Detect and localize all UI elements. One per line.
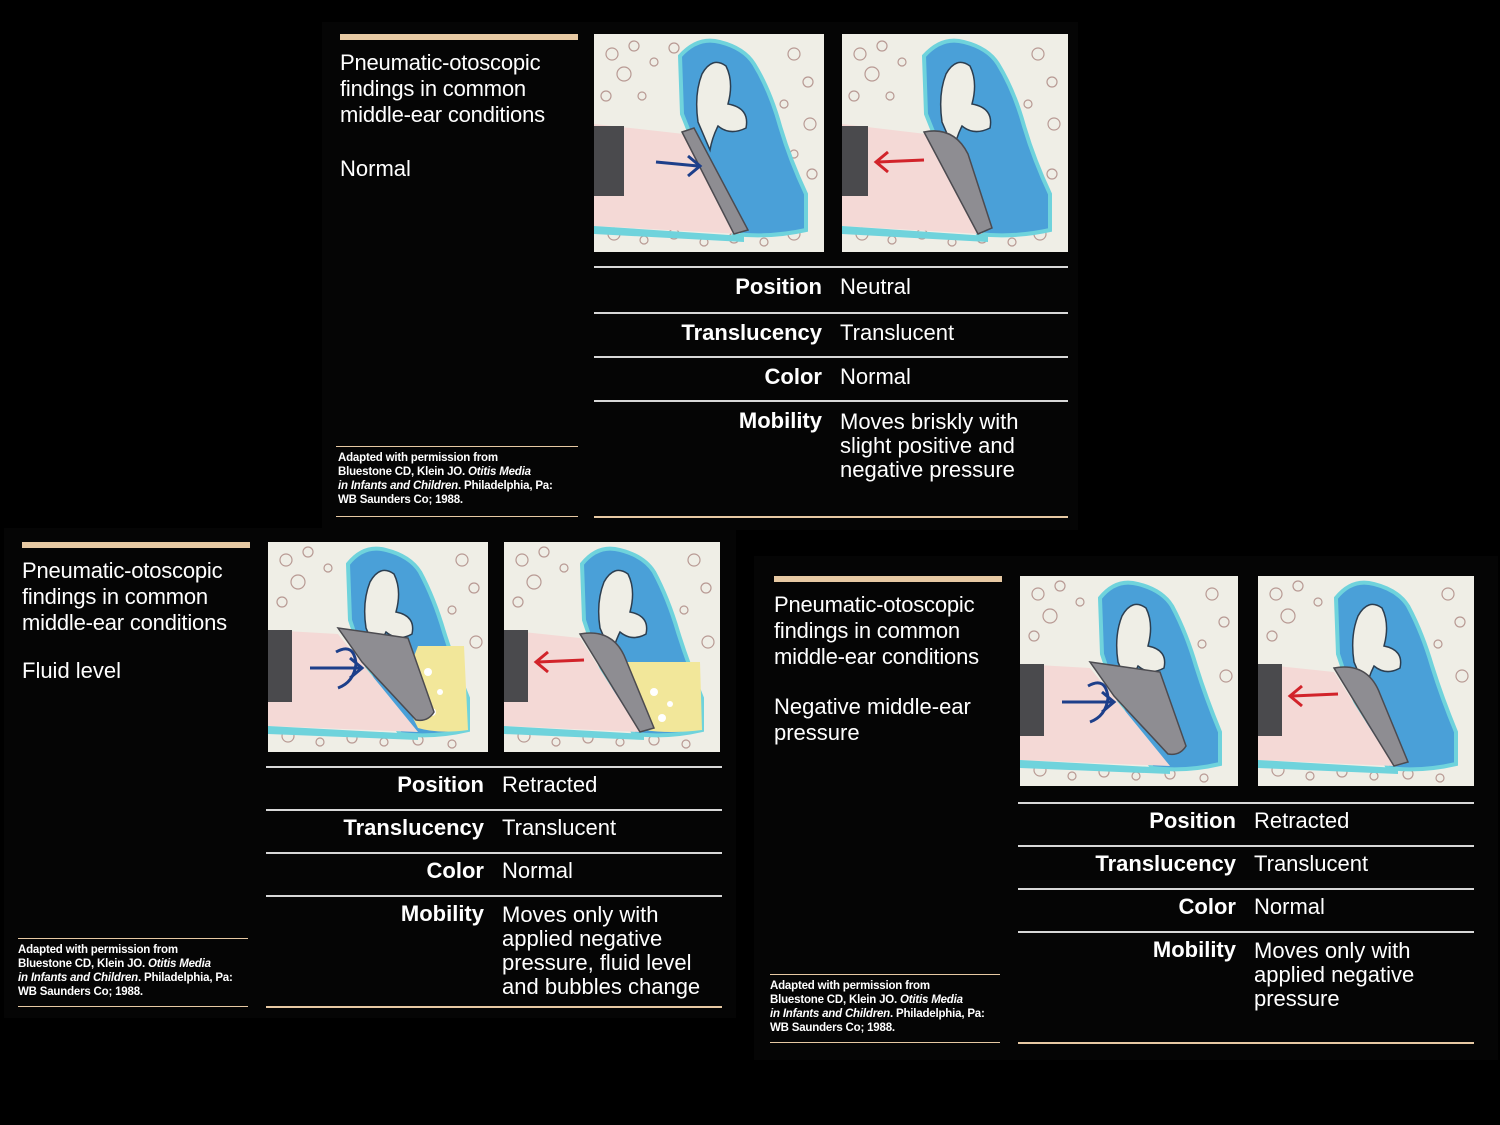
condition-label: Normal [340, 156, 590, 182]
value-color: Normal [1254, 895, 1474, 919]
credit-divider-top [770, 974, 1000, 975]
value-color: Normal [502, 859, 722, 883]
slide-title: Pneumatic-otoscopic findings in common m… [774, 592, 1014, 670]
credit-text: Adapted with permission from Bluestone C… [770, 979, 1020, 1035]
row-divider [594, 400, 1068, 402]
value-position: Retracted [502, 773, 722, 797]
label-position: Position [594, 274, 822, 300]
row-divider [594, 312, 1068, 314]
slide-title: Pneumatic-otoscopic findings in common m… [340, 50, 590, 128]
accent-bar [22, 542, 250, 548]
findings-table: Position Neutral Translucency Translucen… [594, 266, 1068, 520]
credit-text: Adapted with permission from Bluestone C… [338, 451, 598, 507]
label-mobility: Mobility [266, 901, 484, 927]
table-bottom-rule [594, 516, 1068, 518]
label-position: Position [266, 772, 484, 798]
label-color: Color [266, 858, 484, 884]
slide-title: Pneumatic-otoscopic findings in common m… [22, 558, 262, 636]
value-color: Normal [840, 365, 1070, 389]
label-translucency: Translucency [266, 815, 484, 841]
credit-divider-top [336, 446, 578, 447]
findings-table: Position Retracted Translucency Transluc… [266, 766, 722, 1010]
credit-divider-bottom [770, 1042, 1000, 1043]
label-color: Color [1018, 894, 1236, 920]
table-bottom-rule [266, 1006, 722, 1008]
credit-text: Adapted with permission from Bluestone C… [18, 943, 268, 999]
credit-divider-bottom [18, 1006, 248, 1007]
condition-label: Negative middle-ear pressure [774, 694, 1014, 746]
row-divider [1018, 888, 1474, 890]
row-divider [1018, 802, 1474, 804]
label-translucency: Translucency [1018, 851, 1236, 877]
eardrum-retracted-positive-diagram [1020, 576, 1238, 786]
row-divider [266, 895, 722, 897]
findings-table: Position Retracted Translucency Transluc… [1018, 802, 1474, 1048]
row-divider [594, 356, 1068, 358]
accent-bar [340, 34, 578, 40]
value-position: Neutral [840, 275, 1070, 299]
label-position: Position [1018, 808, 1236, 834]
eardrum-fluid-positive-diagram [268, 542, 488, 752]
row-divider [266, 809, 722, 811]
value-translucency: Translucent [502, 816, 722, 840]
value-mobility: Moves only with applied negative pressur… [1254, 939, 1476, 1011]
eardrum-retracted-negative-diagram [1258, 576, 1474, 786]
label-translucency: Translucency [594, 320, 822, 346]
slide-fluid-level: Pneumatic-otoscopic findings in common m… [4, 528, 736, 1018]
credit-divider-top [18, 938, 248, 939]
row-divider [1018, 845, 1474, 847]
value-translucency: Translucent [840, 321, 1070, 345]
credit-divider-bottom [336, 516, 578, 517]
row-divider [1018, 931, 1474, 933]
table-bottom-rule [1018, 1042, 1474, 1044]
row-divider [594, 266, 1068, 268]
label-mobility: Mobility [1018, 937, 1236, 963]
eardrum-positive-pressure-diagram [594, 34, 824, 252]
row-divider [266, 852, 722, 854]
eardrum-negative-pressure-diagram [842, 34, 1068, 252]
eardrum-fluid-negative-diagram [504, 542, 720, 752]
slide-normal: Pneumatic-otoscopic findings in common m… [322, 22, 1078, 530]
row-divider [266, 766, 722, 768]
value-translucency: Translucent [1254, 852, 1474, 876]
slide-negative-pressure: Pneumatic-otoscopic findings in common m… [754, 556, 1498, 1060]
value-mobility: Moves briskly with slight positive and n… [840, 410, 1070, 482]
condition-label: Fluid level [22, 658, 262, 684]
value-mobility: Moves only with applied negative pressur… [502, 903, 724, 999]
value-position: Retracted [1254, 809, 1474, 833]
label-color: Color [594, 364, 822, 390]
accent-bar [774, 576, 1002, 582]
label-mobility: Mobility [594, 408, 822, 434]
